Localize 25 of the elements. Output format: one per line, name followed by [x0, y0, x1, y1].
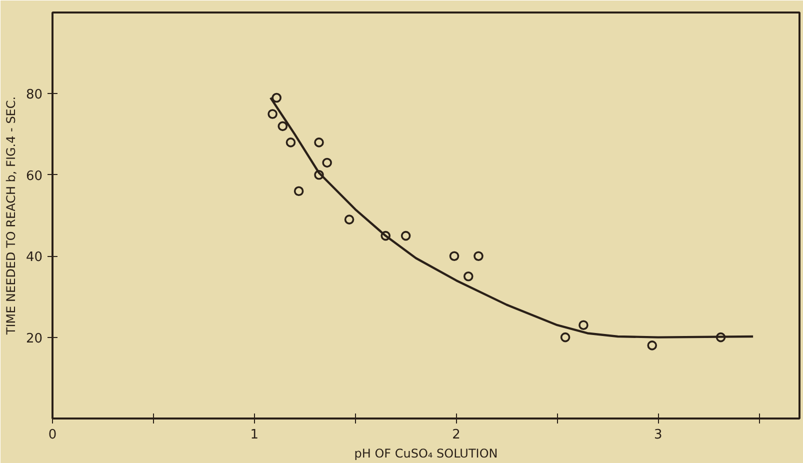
- y-tick-label: 80: [26, 88, 43, 103]
- point: [268, 109, 278, 119]
- y-tick-label: 20: [26, 331, 43, 346]
- point: [314, 138, 324, 148]
- y-tick-label: 40: [26, 250, 43, 266]
- point: [294, 186, 304, 196]
- point: [560, 332, 570, 342]
- y-axis-title: TIME NEEDED TO REACH b, FIG.4 - SEC.: [4, 96, 18, 336]
- y-tick-label: 60: [26, 168, 43, 184]
- point: [578, 320, 588, 330]
- x-tick-label: 2: [452, 428, 460, 442]
- point: [647, 340, 658, 350]
- x-axis-title: pH OF CuSO₄ SOLUTION: [354, 446, 498, 460]
- x-tick-label: 3: [654, 428, 662, 442]
- point: [400, 230, 411, 241]
- x-tick-label: 0: [48, 428, 57, 442]
- point: [322, 158, 332, 168]
- point: [474, 251, 484, 261]
- point: [286, 138, 296, 148]
- point: [463, 272, 474, 282]
- point: [449, 251, 460, 261]
- point: [272, 92, 282, 103]
- point: [344, 214, 354, 224]
- x-tick-label: 1: [250, 428, 259, 442]
- point: [278, 121, 288, 132]
